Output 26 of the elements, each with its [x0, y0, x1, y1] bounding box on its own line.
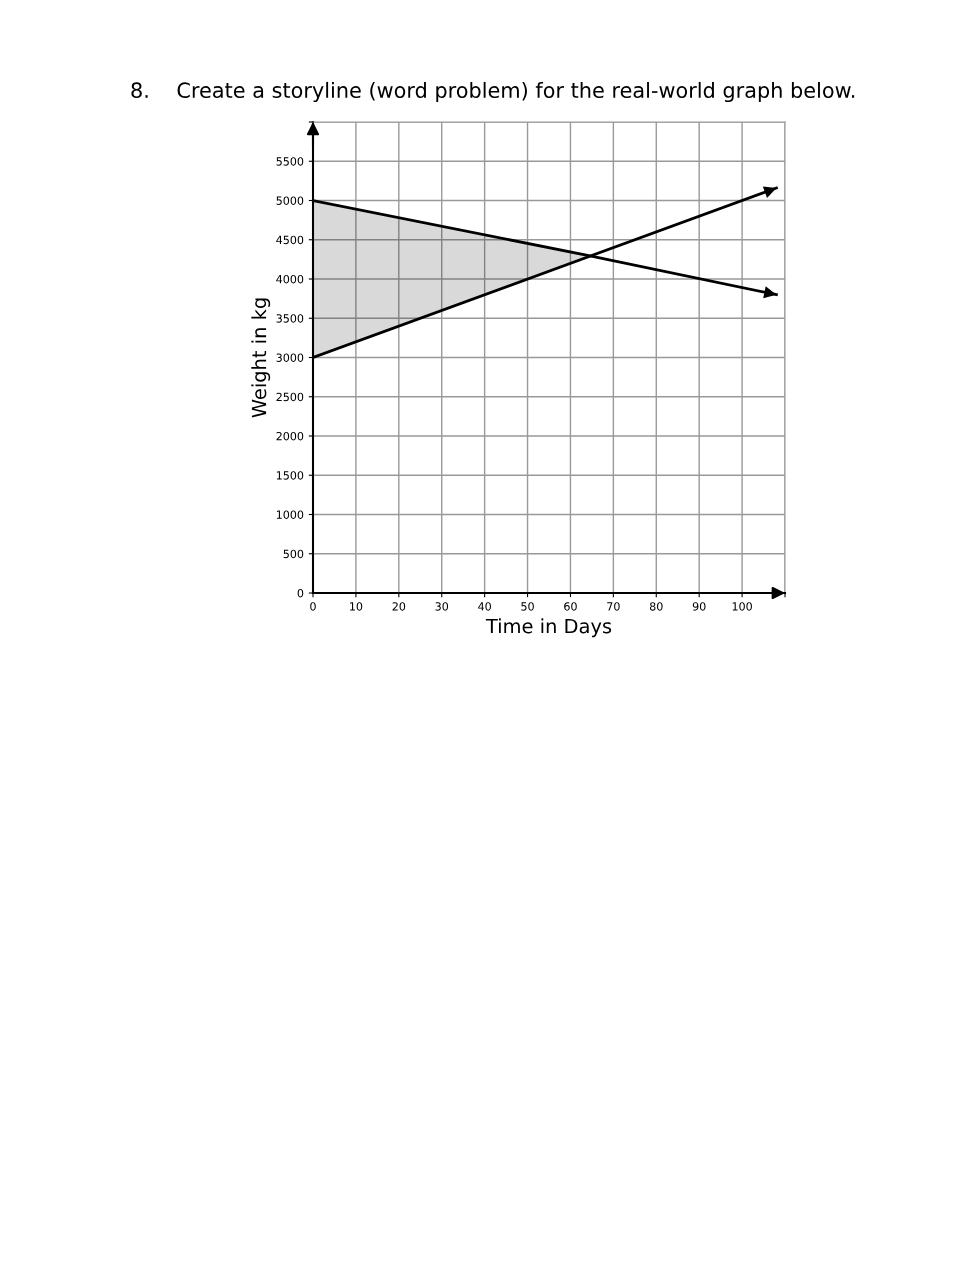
x-tick-label: 10 [350, 602, 363, 611]
y-tick-label: 5500 [276, 157, 304, 166]
y-tick-label: 4000 [276, 274, 304, 284]
x-tick-label: 70 [607, 602, 620, 611]
x-tick-label: 90 [692, 602, 706, 611]
x-tick-label: 100 [732, 602, 752, 611]
x-axis-title: Time in Days [485, 618, 612, 638]
y-tick-label: 0 [297, 588, 304, 598]
y-tick-label: 1500 [276, 471, 304, 480]
y-tick-label: 4500 [276, 235, 304, 245]
y-tick-label: 5000 [276, 196, 304, 205]
x-tick-label: 60 [564, 602, 577, 611]
x-tick-label: 20 [392, 602, 406, 611]
y-tick-label: 3000 [276, 353, 304, 362]
chart-title: 8. Create a storyline (word problem) for the real-world graph below. [131, 81, 855, 103]
x-tick-label: 30 [435, 602, 449, 611]
x-tick-label: 0 [310, 602, 316, 611]
y-tick-label: 2500 [276, 392, 304, 402]
y-axis-title: Weight in kg [251, 298, 271, 418]
y-tick-label: 1000 [276, 510, 304, 519]
x-tick-label: 40 [478, 602, 491, 611]
y-tick-label: 2000 [276, 431, 304, 441]
y-tick-label: 3500 [276, 314, 304, 323]
y-tick-label: 500 [283, 549, 304, 559]
x-tick-label: 80 [649, 602, 663, 611]
x-tick-label: 50 [521, 602, 534, 611]
